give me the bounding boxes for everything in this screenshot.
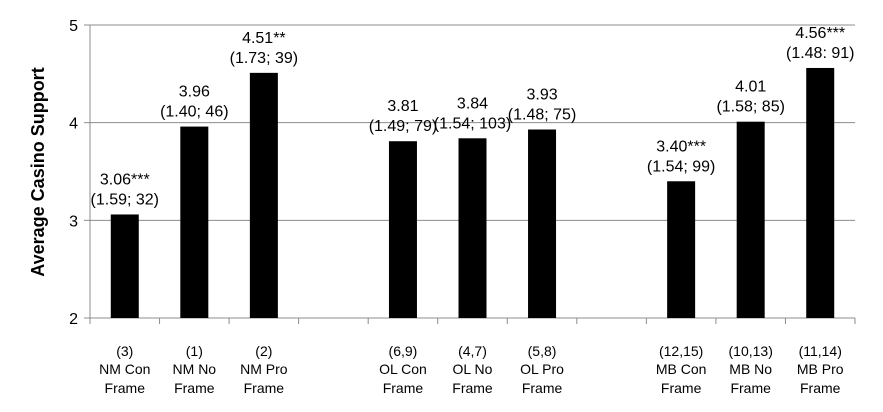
category-index-label: (1): [186, 343, 203, 359]
category-frame-label: Frame: [105, 380, 146, 396]
y-axis-title: Average Casino Support: [28, 67, 48, 276]
data-label-stats: (1.73; 39): [230, 50, 298, 67]
data-label-stats: (1.40; 46): [160, 104, 228, 121]
category-name-label: NM Con: [99, 361, 150, 377]
data-label-value: 3.81: [387, 98, 418, 115]
category-frame-label: Frame: [452, 380, 493, 396]
y-axis: 2 3 4 5: [69, 18, 91, 328]
category-index-label: (2): [255, 343, 272, 359]
category-index-label: (5,8): [528, 343, 557, 359]
data-label-stats: (1.48: 91): [786, 45, 854, 62]
data-labels: 3.06*** (1.59; 32) 3.96 (1.40; 46) 4.51** (1.…: [91, 25, 855, 208]
category-name-label: OL Pro: [520, 361, 564, 377]
bars: [110, 67, 835, 319]
category-frame-label: Frame: [730, 380, 771, 396]
bar: [110, 214, 139, 318]
category-index-label: (12,15): [659, 343, 703, 359]
bar: [249, 72, 278, 319]
category-name-label: NM No: [173, 361, 217, 377]
category-frame-label: Frame: [661, 380, 702, 396]
data-label-stats: (1.54; 99): [647, 158, 715, 175]
data-label-stats: (1.49; 79): [369, 118, 437, 135]
bar: [806, 67, 835, 319]
bar: [180, 126, 209, 318]
data-label-value: 4.51**: [242, 30, 286, 47]
category-index-label: (3): [116, 343, 133, 359]
category-frame-label: Frame: [522, 380, 563, 396]
category-name-label: MB Con: [656, 361, 707, 377]
bar: [458, 138, 487, 318]
data-label-value: 3.40***: [656, 138, 706, 155]
data-label-stats: (1.58; 85): [716, 99, 784, 116]
category-frame-label: Frame: [174, 380, 215, 396]
category-frame-label: Frame: [244, 380, 285, 396]
data-label-value: 3.96: [179, 84, 210, 101]
bar: [528, 129, 557, 318]
y-tick-label: 5: [69, 18, 78, 35]
data-label-stats: (1.54; 103): [434, 115, 511, 132]
category-name-label: NM Pro: [240, 361, 288, 377]
bar: [388, 141, 417, 318]
bar: [667, 181, 696, 318]
y-tick-label: 4: [69, 116, 78, 133]
data-label-value: 4.56***: [795, 25, 845, 42]
category-labels: (3) NM Con Frame (1) NM No Frame (2) NM Pro Fram…: [99, 343, 844, 396]
x-axis: [89, 317, 856, 324]
data-label-value: 3.84: [457, 95, 488, 112]
category-index-label: (11,14): [799, 343, 842, 359]
category-name-label: OL Con: [379, 361, 427, 377]
category-name-label: OL No: [453, 361, 493, 377]
category-index-label: (10,13): [729, 343, 773, 359]
category-frame-label: Frame: [800, 380, 841, 396]
category-frame-label: Frame: [383, 380, 424, 396]
data-label-stats: (1.59; 32): [91, 191, 159, 208]
bar: [736, 121, 765, 318]
category-name-label: MB Pro: [797, 361, 844, 377]
data-label-value: 3.06***: [100, 171, 150, 188]
category-name-label: MB No: [729, 361, 772, 377]
data-label-stats: (1.48; 75): [508, 107, 576, 124]
y-tick-label: 2: [69, 311, 78, 328]
category-index-label: (6,9): [389, 343, 418, 359]
y-tick-label: 3: [69, 213, 78, 230]
data-label-value: 3.93: [526, 87, 557, 104]
data-label-value: 4.01: [735, 79, 766, 96]
category-index-label: (4,7): [458, 343, 487, 359]
